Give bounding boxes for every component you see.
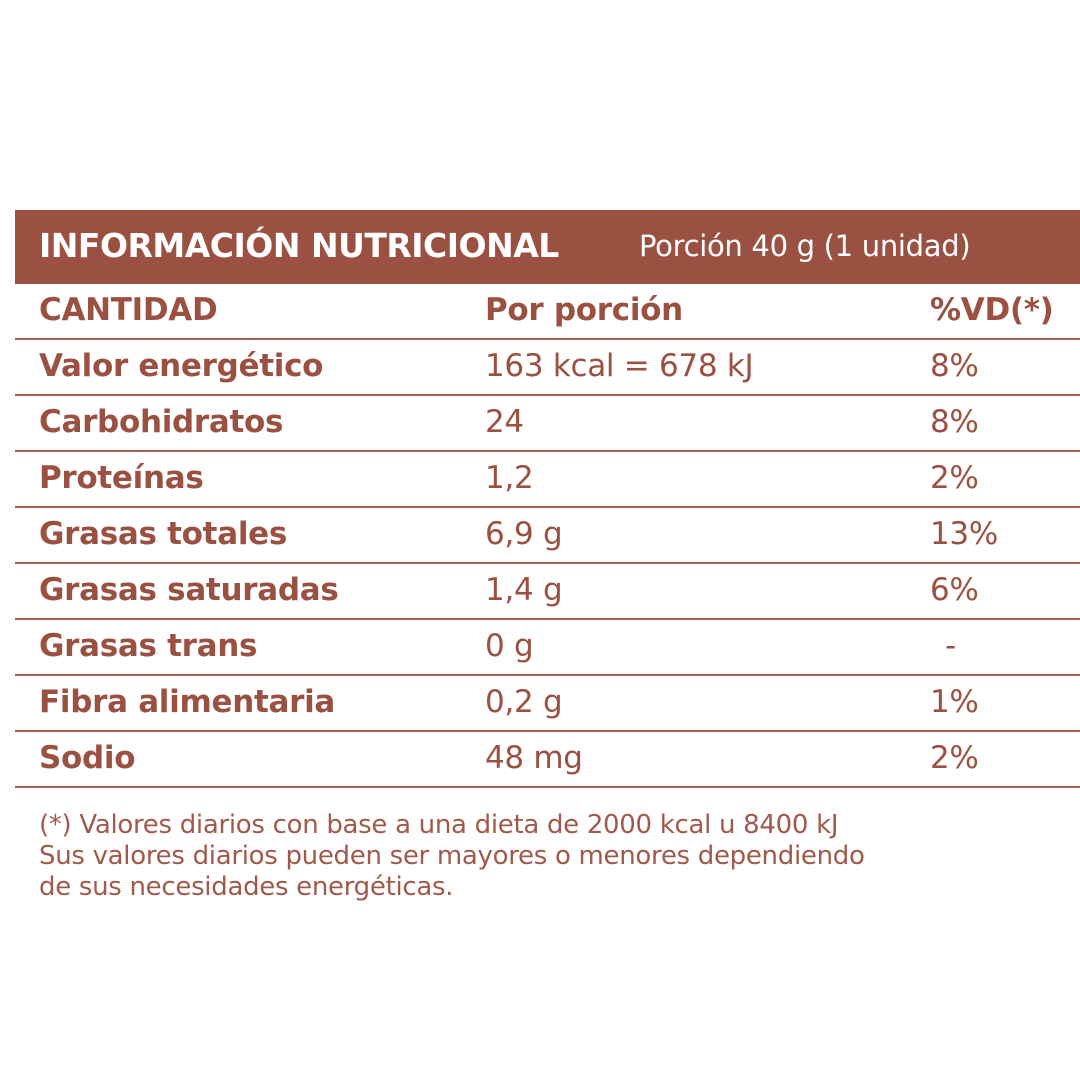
column-header-vd: %VD(*) bbox=[930, 292, 1054, 328]
nutrient-portion: 1,4 g bbox=[485, 572, 563, 608]
table-row: Valor energético 163 kcal = 678 kJ 8% bbox=[15, 340, 1080, 396]
nutrient-portion: 24 bbox=[485, 404, 524, 440]
nutrient-portion: 0,2 g bbox=[485, 684, 563, 720]
nutrient-vd: 2% bbox=[930, 460, 979, 496]
table-row: Carbohidratos 24 8% bbox=[15, 396, 1080, 452]
footnote-line: (*) Valores diarios con base a una dieta… bbox=[39, 810, 839, 840]
table-row: Grasas trans 0 g - bbox=[15, 620, 1080, 676]
nutrient-name: Sodio bbox=[39, 740, 136, 776]
nutrient-name: Fibra alimentaria bbox=[39, 684, 336, 720]
nutrition-header: INFORMACIÓN NUTRICIONAL Porción 40 g (1 … bbox=[15, 210, 1080, 284]
footnote-line: Sus valores diarios pueden ser mayores o… bbox=[39, 841, 865, 871]
table-row: Fibra alimentaria 0,2 g 1% bbox=[15, 676, 1080, 732]
table-row: Grasas saturadas 1,4 g 6% bbox=[15, 564, 1080, 620]
nutrient-vd: 1% bbox=[930, 684, 979, 720]
serving-size: Porción 40 g (1 unidad) bbox=[639, 229, 971, 263]
nutrient-portion: 163 kcal = 678 kJ bbox=[485, 348, 754, 384]
table-row: Grasas totales 6,9 g 13% bbox=[15, 508, 1080, 564]
nutrition-facts-panel: INFORMACIÓN NUTRICIONAL Porción 40 g (1 … bbox=[15, 210, 1080, 910]
nutrient-vd: 2% bbox=[930, 740, 979, 776]
table-row: Sodio 48 mg 2% bbox=[15, 732, 1080, 788]
nutrient-vd: 6% bbox=[930, 572, 979, 608]
nutrient-portion: 0 g bbox=[485, 628, 534, 664]
nutrient-name: Grasas saturadas bbox=[39, 572, 339, 608]
nutrient-vd: 13% bbox=[930, 516, 999, 552]
column-header-name: CANTIDAD bbox=[39, 292, 218, 328]
nutrient-name: Proteínas bbox=[39, 460, 204, 496]
table-row: Proteínas 1,2 2% bbox=[15, 452, 1080, 508]
column-header-portion: Por porción bbox=[485, 292, 683, 328]
nutrient-vd: 8% bbox=[930, 404, 979, 440]
nutrient-name: Valor energético bbox=[39, 348, 324, 384]
nutrient-name: Grasas totales bbox=[39, 516, 288, 552]
nutrient-portion: 48 mg bbox=[485, 740, 583, 776]
nutrient-vd: 8% bbox=[930, 348, 979, 384]
nutrition-title: INFORMACIÓN NUTRICIONAL bbox=[39, 226, 559, 265]
column-header-row: CANTIDAD Por porción %VD(*) bbox=[15, 284, 1080, 340]
nutrient-portion: 1,2 bbox=[485, 460, 534, 496]
nutrient-portion: 6,9 g bbox=[485, 516, 563, 552]
nutrient-name: Grasas trans bbox=[39, 628, 258, 664]
nutrient-name: Carbohidratos bbox=[39, 404, 284, 440]
footnote: (*) Valores diarios con base a una dieta… bbox=[39, 810, 1069, 903]
footnote-line: de sus necesidades energéticas. bbox=[39, 872, 454, 902]
nutrient-vd: - bbox=[945, 628, 956, 664]
